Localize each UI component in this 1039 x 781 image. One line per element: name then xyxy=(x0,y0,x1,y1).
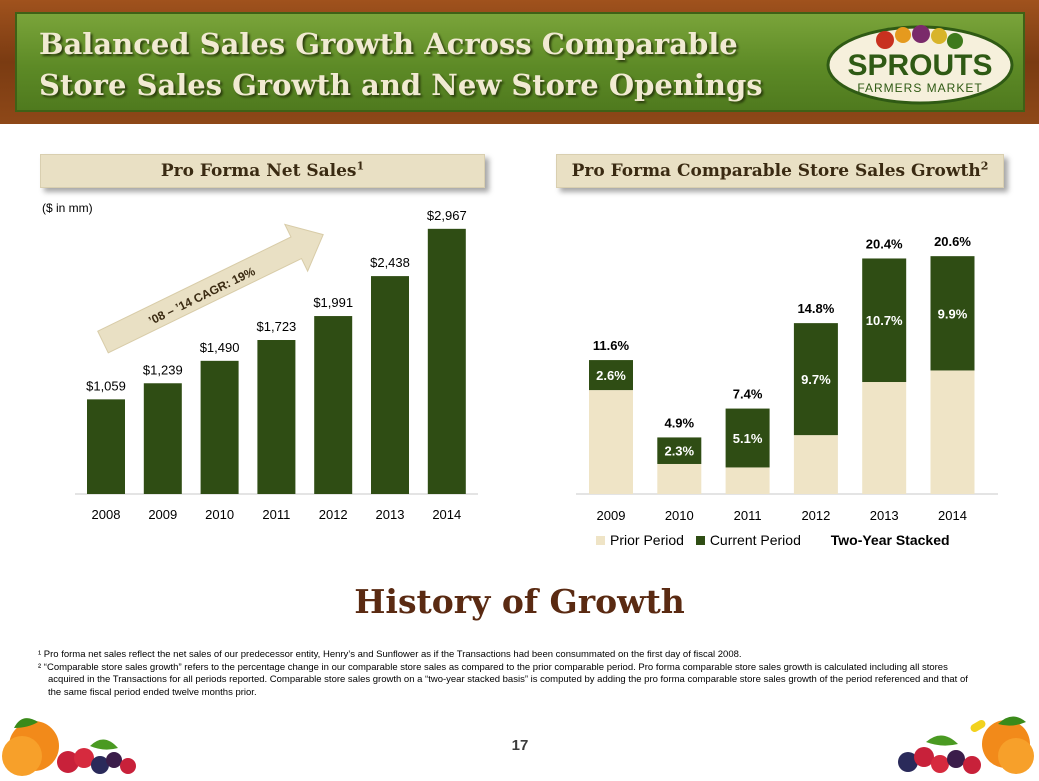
comp-year-2013: 2013 xyxy=(870,508,899,523)
cagr-label: ’08 – ’14 CAGR: 19% xyxy=(146,264,257,328)
net-sales-value-2008: $1,059 xyxy=(86,378,126,393)
net-sales-bar-2014 xyxy=(427,228,466,494)
footnotes: ¹ Pro forma net sales reflect the net sa… xyxy=(38,649,973,699)
legend-current: Current Period xyxy=(695,532,801,548)
net-sales-year-2011: 2011 xyxy=(262,507,290,522)
net-sales-title: Pro Forma Net Sales xyxy=(160,161,357,181)
logo-text-sub: FARMERS MARKET xyxy=(857,81,982,95)
net-sales-year-2008: 2008 xyxy=(92,507,121,522)
net-sales-bar-2008 xyxy=(87,399,125,494)
net-sales-year-2009: 2009 xyxy=(148,507,177,522)
comp-current-bar-2013 xyxy=(862,258,907,383)
comp-current-label-2010: 2.3% xyxy=(664,444,694,459)
comp-prior-bar-2010 xyxy=(657,463,702,494)
comp-prior-bar-2013 xyxy=(862,382,907,494)
comp-current-label-2011: 5.1% xyxy=(733,431,763,446)
comp-current-bar-2009 xyxy=(589,360,633,391)
comp-current-bar-2010 xyxy=(657,437,702,464)
units-label: ($ in mm) xyxy=(42,201,93,215)
footnote-2: ² “Comparable store sales growth” refers… xyxy=(38,661,968,698)
comp-year-2010: 2010 xyxy=(665,508,694,523)
page-title: Balanced Sales Growth Across Comparable … xyxy=(39,27,763,102)
comp-total-label-2009: 11.6% xyxy=(593,338,630,353)
footnote-1: ¹ Pro forma net sales reflect the net sa… xyxy=(38,649,742,660)
net-sales-bar-2013 xyxy=(371,276,409,494)
legend-current-swatch xyxy=(695,536,705,545)
logo-text-main: SPROUTS xyxy=(847,49,992,82)
net-sales-year-2012: 2012 xyxy=(319,507,348,522)
legend-two-year-stacked: Two-Year Stacked xyxy=(830,532,950,548)
net-sales-bar-2010 xyxy=(200,360,239,494)
comp-prior-bar-2012 xyxy=(793,435,838,494)
net-sales-title-bar: Pro Forma Net Sales1 xyxy=(40,154,485,188)
net-sales-value-2011: $1,723 xyxy=(257,319,297,334)
cagr-arrow-shape xyxy=(97,223,324,354)
comp-year-2012: 2012 xyxy=(801,508,830,523)
net-sales-year-2010: 2010 xyxy=(205,507,234,522)
fruit-decoration-left xyxy=(2,718,136,776)
comp-current-label-2014: 9.9% xyxy=(938,306,968,321)
net-sales-year-2014: 2014 xyxy=(432,507,461,522)
net-sales-value-2010: $1,490 xyxy=(200,340,240,355)
comp-year-2009: 2009 xyxy=(597,508,626,523)
comp-total-label-2013: 20.4% xyxy=(866,236,903,251)
comp-total-label-2014: 20.6% xyxy=(934,234,971,249)
comp-sales-title-sup: 2 xyxy=(980,159,989,173)
header-banner: Balanced Sales Growth Across Comparable … xyxy=(15,12,1025,112)
comp-prior-bar-2009 xyxy=(589,390,633,494)
header-wood-frame: Balanced Sales Growth Across Comparable … xyxy=(0,0,1039,124)
net-sales-bar-2009 xyxy=(143,383,182,494)
sprouts-logo: SPROUTS FARMERS MARKET xyxy=(826,25,1014,105)
comp-year-2014: 2014 xyxy=(938,508,967,523)
comp-current-bar-2011 xyxy=(725,408,770,468)
page-number: 17 xyxy=(511,737,529,754)
comp-prior-bar-2011 xyxy=(725,467,770,494)
comp-total-label-2011: 7.4% xyxy=(733,387,763,402)
fruit-decoration-right xyxy=(898,716,1034,774)
net-sales-title-sup: 1 xyxy=(356,159,365,173)
comp-current-bar-2012 xyxy=(793,323,838,436)
comp-prior-bar-2014 xyxy=(930,370,975,494)
net-sales-value-2012: $1,991 xyxy=(313,295,353,310)
comp-sales-title-bar: Pro Forma Comparable Store Sales Growth2 xyxy=(556,154,1004,188)
comp-current-bar-2014 xyxy=(930,256,975,371)
net-sales-year-2013: 2013 xyxy=(376,507,405,522)
net-sales-bar-2012 xyxy=(314,316,353,494)
comp-sales-legend: Prior Period Current Period Two-Year Sta… xyxy=(596,532,950,548)
comp-year-2011: 2011 xyxy=(734,508,762,523)
cagr-arrow: ’08 – ’14 CAGR: 19% xyxy=(97,223,324,354)
net-sales-value-2013: $2,438 xyxy=(370,255,410,270)
net-sales-value-2014: $2,967 xyxy=(427,208,467,223)
comp-total-label-2012: 14.8% xyxy=(797,301,834,316)
legend-current-label: Current Period xyxy=(709,532,801,548)
history-of-growth-heading: History of Growth xyxy=(354,582,685,621)
comp-sales-title: Pro Forma Comparable Store Sales Growth xyxy=(571,161,981,181)
legend-prior-swatch xyxy=(596,536,605,545)
net-sales-value-2009: $1,239 xyxy=(143,362,183,377)
comp-current-label-2012: 9.7% xyxy=(801,372,831,387)
legend-prior-label: Prior Period xyxy=(610,532,684,548)
comp-current-label-2013: 10.7% xyxy=(866,313,903,328)
legend-prior: Prior Period xyxy=(596,532,684,548)
comp-current-label-2009: 2.6% xyxy=(596,368,626,383)
net-sales-bar-2011 xyxy=(257,340,296,494)
comp-total-label-2010: 4.9% xyxy=(664,415,694,430)
